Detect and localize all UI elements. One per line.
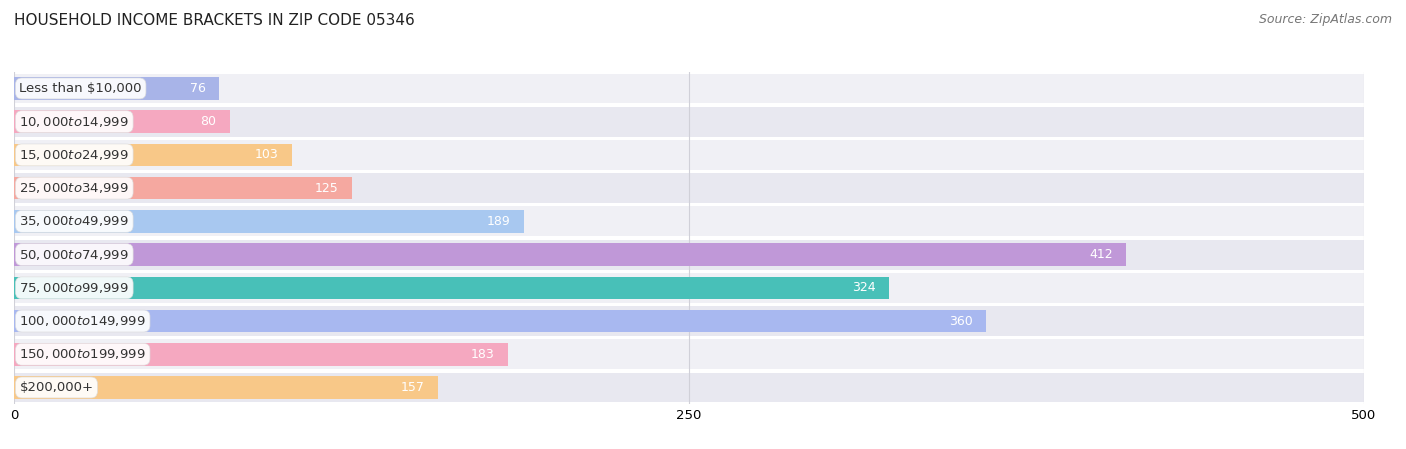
Bar xyxy=(14,343,508,365)
Bar xyxy=(14,77,219,100)
Bar xyxy=(14,110,231,133)
Text: 189: 189 xyxy=(486,215,510,228)
Text: Source: ZipAtlas.com: Source: ZipAtlas.com xyxy=(1258,13,1392,26)
Text: 324: 324 xyxy=(852,282,875,294)
Text: 412: 412 xyxy=(1090,248,1112,261)
Bar xyxy=(14,74,1364,103)
Text: $100,000 to $149,999: $100,000 to $149,999 xyxy=(20,314,146,328)
Bar xyxy=(14,144,292,166)
Text: 125: 125 xyxy=(315,182,337,194)
Text: 183: 183 xyxy=(471,348,495,361)
Bar xyxy=(14,207,1364,236)
Text: $15,000 to $24,999: $15,000 to $24,999 xyxy=(20,148,129,162)
Bar xyxy=(14,373,1364,402)
Text: $25,000 to $34,999: $25,000 to $34,999 xyxy=(20,181,129,195)
Text: $50,000 to $74,999: $50,000 to $74,999 xyxy=(20,247,129,262)
Bar xyxy=(14,310,986,332)
Bar xyxy=(14,273,1364,303)
Text: $75,000 to $99,999: $75,000 to $99,999 xyxy=(20,281,129,295)
Text: HOUSEHOLD INCOME BRACKETS IN ZIP CODE 05346: HOUSEHOLD INCOME BRACKETS IN ZIP CODE 05… xyxy=(14,13,415,28)
Text: $200,000+: $200,000+ xyxy=(20,381,93,394)
Bar xyxy=(14,107,1364,136)
Text: $35,000 to $49,999: $35,000 to $49,999 xyxy=(20,214,129,229)
Bar xyxy=(14,177,352,199)
Text: $150,000 to $199,999: $150,000 to $199,999 xyxy=(20,347,146,361)
Bar xyxy=(14,306,1364,336)
Bar xyxy=(14,140,1364,170)
Text: 103: 103 xyxy=(254,149,278,161)
Bar xyxy=(14,277,889,299)
Text: Less than $10,000: Less than $10,000 xyxy=(20,82,142,95)
Bar xyxy=(14,210,524,233)
Bar xyxy=(14,376,437,399)
Bar xyxy=(14,173,1364,203)
Text: 360: 360 xyxy=(949,315,973,327)
Bar xyxy=(14,240,1364,269)
Text: $10,000 to $14,999: $10,000 to $14,999 xyxy=(20,114,129,129)
Bar xyxy=(14,339,1364,369)
Text: 80: 80 xyxy=(201,115,217,128)
Text: 157: 157 xyxy=(401,381,425,394)
Bar xyxy=(14,243,1126,266)
Text: 76: 76 xyxy=(190,82,205,95)
